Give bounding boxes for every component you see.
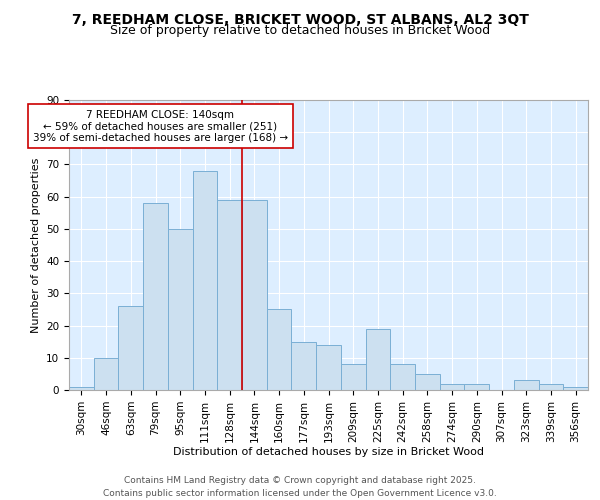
Text: 7 REEDHAM CLOSE: 140sqm
← 59% of detached houses are smaller (251)
39% of semi-d: 7 REEDHAM CLOSE: 140sqm ← 59% of detache… [33,110,288,143]
Bar [440,384,464,390]
Bar [563,387,588,390]
Bar [415,374,440,390]
Bar [341,364,365,390]
Bar [292,342,316,390]
Bar [168,229,193,390]
Bar [316,345,341,390]
Bar [143,203,168,390]
Bar [267,310,292,390]
Y-axis label: Number of detached properties: Number of detached properties [31,158,41,332]
Bar [390,364,415,390]
Bar [94,358,118,390]
Bar [464,384,489,390]
Text: Size of property relative to detached houses in Bricket Wood: Size of property relative to detached ho… [110,24,490,37]
Bar [193,171,217,390]
Bar [242,200,267,390]
Bar [539,384,563,390]
Bar [217,200,242,390]
Bar [514,380,539,390]
Bar [365,329,390,390]
Bar [118,306,143,390]
Bar [69,387,94,390]
Text: Contains HM Land Registry data © Crown copyright and database right 2025.
Contai: Contains HM Land Registry data © Crown c… [103,476,497,498]
X-axis label: Distribution of detached houses by size in Bricket Wood: Distribution of detached houses by size … [173,448,484,458]
Text: 7, REEDHAM CLOSE, BRICKET WOOD, ST ALBANS, AL2 3QT: 7, REEDHAM CLOSE, BRICKET WOOD, ST ALBAN… [71,12,529,26]
